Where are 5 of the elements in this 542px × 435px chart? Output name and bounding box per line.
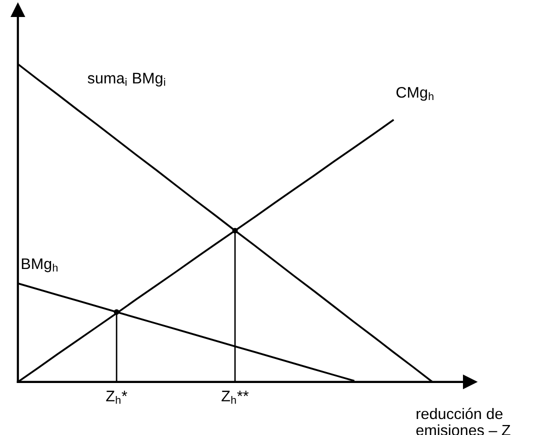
x-tick-label: Z$_{h}$** [222,390,249,404]
series-label: BMg$_{h}$ [22,258,58,272]
series-label: suma$_{i}$ BMg$_{i}$ [88,72,166,87]
x-tick-label: Z$_{h}$* [106,390,128,404]
series-label: CMg$_{h}$ [396,86,434,101]
